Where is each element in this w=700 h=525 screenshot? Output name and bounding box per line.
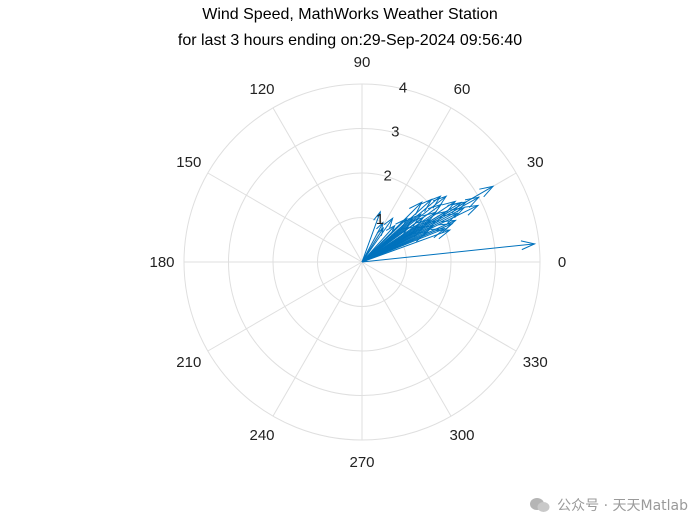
wind-vector: [361, 211, 381, 263]
grid-spoke: [361, 107, 452, 263]
wind-vector: [361, 218, 408, 263]
grid-spoke: [207, 261, 363, 352]
grid-spoke: [272, 107, 363, 263]
wind-vector-head: [435, 229, 452, 240]
wind-vector-head: [418, 198, 433, 212]
wind-vector-head: [447, 201, 463, 214]
wind-vector-head: [438, 223, 454, 234]
angle-tick-label: 180: [149, 254, 174, 271]
watermark: 公众号 · 天天Matlab: [529, 495, 688, 515]
wind-vector-head: [443, 212, 459, 224]
wind-vector-head: [373, 210, 381, 223]
wind-vector: [361, 225, 396, 263]
watermark-text: 公众号 · 天天Matlab: [557, 498, 688, 514]
grid-spoke: [361, 261, 517, 352]
axis-labels: 0 30 60 90 120 150 180 210 240 270 300 330 1 2 3 4: [149, 54, 566, 471]
radial-tick-label: 4: [399, 80, 407, 97]
wind-vector-head: [397, 226, 410, 237]
wind-vector-head: [409, 201, 423, 215]
grid-spoke: [361, 261, 452, 417]
wind-vector-head: [464, 196, 481, 208]
grid-spoke: [272, 261, 363, 417]
radial-tick-label: 2: [383, 167, 391, 184]
angle-tick-label: 30: [527, 154, 544, 171]
chart-subtitle: for last 3 hours ending on:29-Sep-2024 0…: [177, 32, 523, 49]
chat-bubble-icon: [530, 498, 550, 512]
angle-tick-label: 240: [249, 427, 274, 444]
angle-tick-label: 90: [354, 54, 371, 71]
wind-vector-head: [441, 200, 457, 213]
wind-vector: [361, 213, 458, 263]
radial-tick-label: 3: [391, 124, 399, 141]
angle-tick-label: 120: [249, 81, 274, 98]
angle-tick-label: 330: [523, 354, 548, 371]
wind-vector-head: [376, 226, 385, 236]
wind-vector-head: [399, 217, 414, 230]
wind-vector: [361, 225, 424, 263]
angle-tick-label: 0: [558, 254, 566, 271]
wind-vector: [361, 229, 450, 263]
wind-vector: [361, 222, 384, 263]
chart-title: Wind Speed, MathWorks Weather Station: [202, 6, 498, 23]
wind-vector-head: [409, 216, 425, 230]
wind-vector-head: [409, 225, 426, 238]
wind-vector-head: [464, 204, 480, 216]
wind-vector-head: [385, 224, 396, 235]
wind-vector-head: [479, 185, 495, 198]
wind-vector: [361, 227, 384, 263]
angle-tick-label: 60: [454, 81, 471, 98]
angle-tick-label: 150: [176, 154, 201, 171]
wind-vector: [361, 217, 413, 263]
wind-vector: [361, 223, 453, 263]
wind-vectors: [361, 185, 537, 263]
wind-vector-head: [520, 240, 537, 251]
angle-tick-label: 270: [349, 454, 374, 471]
angle-tick-label: 300: [449, 427, 474, 444]
grid-spoke: [207, 172, 363, 263]
wind-vector-head: [383, 216, 394, 229]
wind-vector-head: [407, 213, 423, 227]
angle-tick-label: 210: [176, 354, 201, 371]
wind-vector: [361, 243, 535, 263]
wind-vector: [361, 217, 424, 263]
radial-tick-label: 1: [376, 211, 384, 228]
